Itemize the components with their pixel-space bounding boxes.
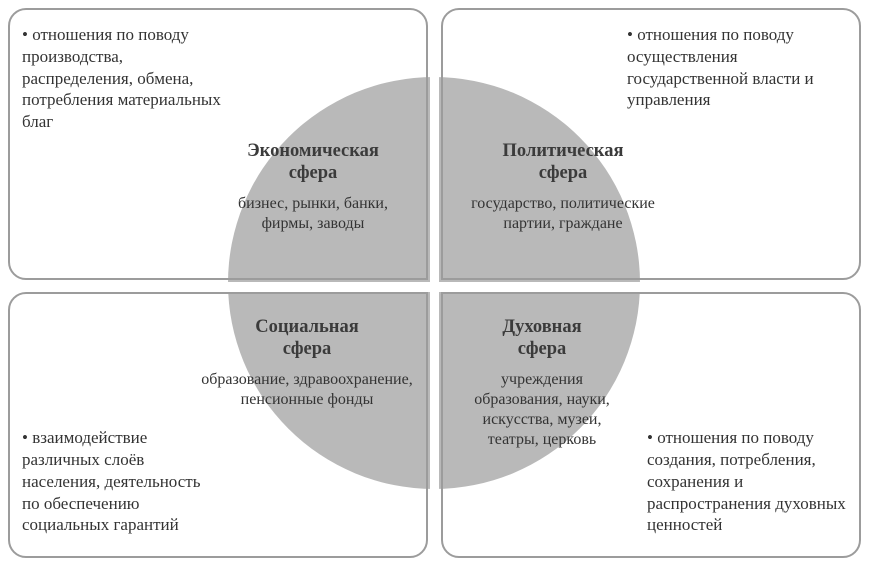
diagram-container: • отношения по поводу производства, расп…: [8, 8, 861, 558]
bullet-economic: • отношения по поводу производства, расп…: [22, 24, 222, 133]
bullet-social: • взаимодействие различных слоёв населен…: [22, 427, 208, 536]
items-social: образование, здравоохранение, пенсионные…: [198, 370, 416, 410]
sector-spiritual: Духовная сфера учреждения образования, н…: [458, 316, 626, 450]
title-line: Духовная: [502, 317, 581, 337]
title-line: сфера: [283, 339, 332, 359]
sector-economic: Экономическая сфера бизнес, рынки, банки…: [218, 140, 408, 234]
title-line: Социальная: [255, 317, 358, 337]
title-social: Социальная сфера: [198, 316, 416, 360]
bullet-political: • отношения по поводу осуществления госу…: [627, 24, 847, 111]
title-economic: Экономическая сфера: [218, 140, 408, 184]
bullet-spiritual: • отношения по поводу создания, потребле…: [647, 427, 847, 536]
horizontal-gap: [8, 282, 861, 292]
sector-social: Социальная сфера образование, здравоохра…: [198, 316, 416, 410]
title-line: Экономическая: [247, 141, 379, 161]
items-political: государство, политические партии, гражда…: [458, 194, 668, 234]
sector-political: Политическая сфера государство, политиче…: [458, 140, 668, 234]
title-line: сфера: [539, 163, 588, 183]
title-political: Политическая сфера: [458, 140, 668, 184]
title-spiritual: Духовная сфера: [458, 316, 626, 360]
title-line: Политическая: [503, 141, 624, 161]
items-spiritual: учреждения образования, науки, искусства…: [458, 370, 626, 450]
items-economic: бизнес, рынки, банки, фирмы, заводы: [218, 194, 408, 234]
title-line: сфера: [518, 339, 567, 359]
title-line: сфера: [289, 163, 338, 183]
